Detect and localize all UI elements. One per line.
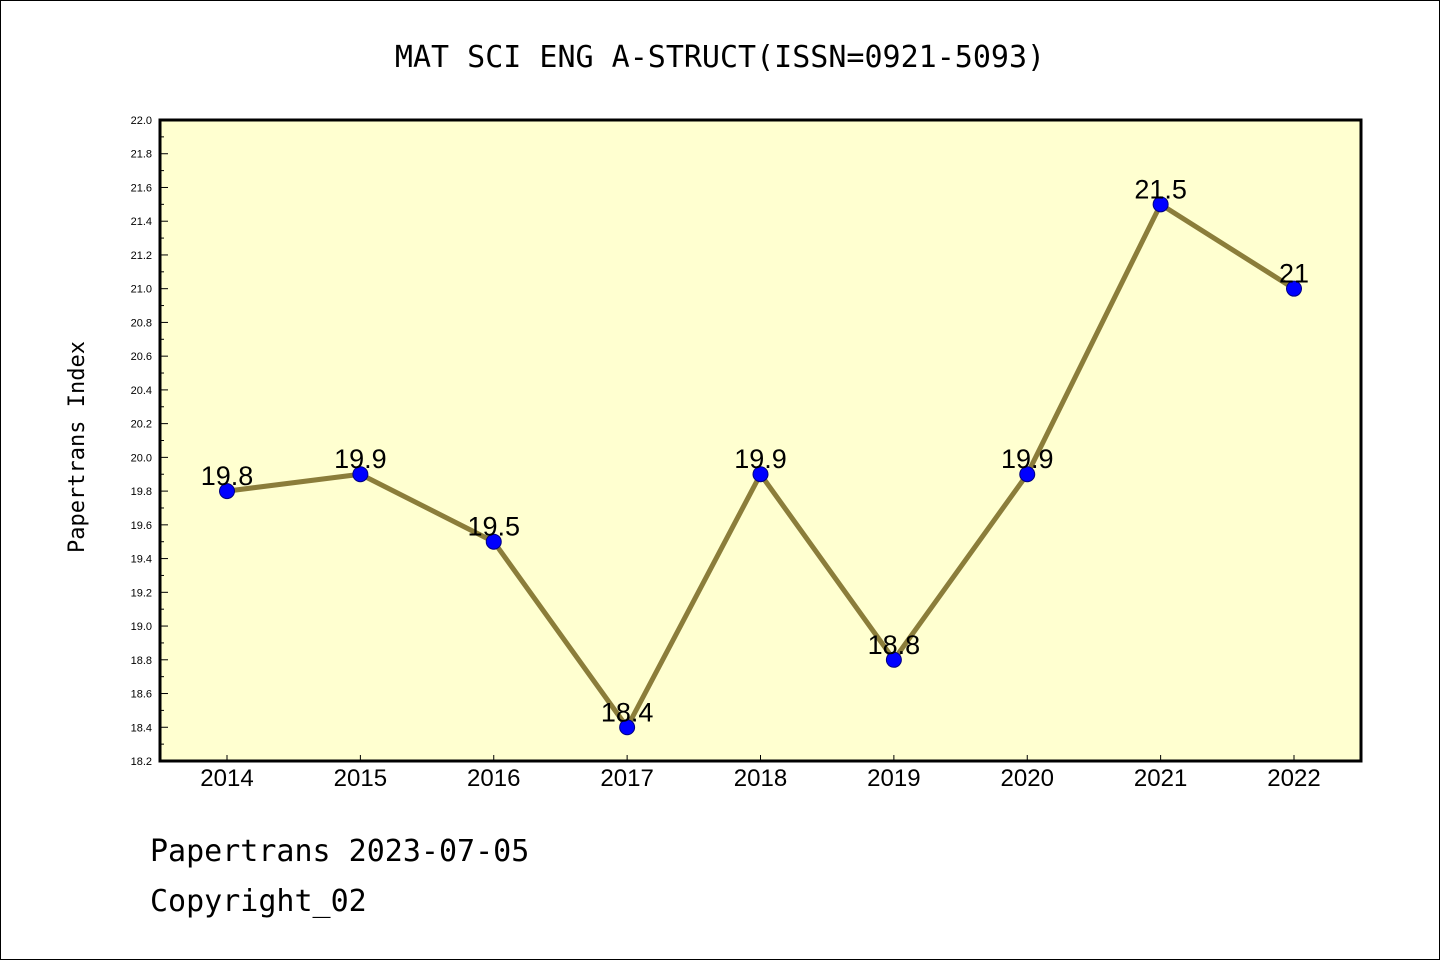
data-point-marker — [485, 533, 502, 550]
x-tick-label: 2014 — [200, 765, 253, 792]
x-tick-label: 2018 — [734, 765, 787, 792]
data-label: 18.4 — [601, 697, 654, 727]
x-tick-label: 2022 — [1267, 765, 1320, 792]
y-tick-label: 21.4 — [131, 216, 152, 228]
y-tick-label: 18.4 — [131, 722, 152, 734]
y-tick-label: 19.0 — [131, 621, 152, 633]
data-labels-group: 19.8 19.9 19.5 18.4 19.9 18.8 19.9 21.5 21 — [201, 174, 1309, 727]
chart-title: MAT SCI ENG A-STRUCT(ISSN=0921-5093) — [395, 40, 1045, 75]
data-point-marker — [1286, 280, 1302, 297]
x-tick-label: 2020 — [1001, 765, 1054, 792]
y-axis: 18.2 18.4 18.6 18.8 19.0 19.2 19.4 19.6 19.8 20.0… — [131, 115, 168, 768]
y-tick-label: 19.8 — [131, 486, 152, 498]
y-tick-label: 21.2 — [131, 250, 152, 262]
y-axis-label: Papertrans Index — [65, 341, 90, 553]
x-tick-label: 2021 — [1134, 765, 1187, 792]
series-group — [219, 196, 1302, 736]
footer-copyright: Copyright_02 — [150, 884, 367, 919]
x-axis: 2014 2015 2016 2017 2018 2019 2020 2021 2022 — [200, 755, 1321, 792]
y-tick-label: 20.4 — [131, 385, 152, 397]
y-tick-label: 21.0 — [131, 284, 152, 296]
data-point-marker — [752, 466, 769, 483]
data-label: 19.8 — [201, 461, 254, 491]
data-label: 19.9 — [1001, 444, 1054, 474]
y-tick-label: 18.2 — [131, 756, 152, 768]
data-point-marker — [1152, 196, 1169, 213]
y-tick-label: 20.0 — [131, 452, 152, 464]
y-tick-label: 18.8 — [131, 655, 152, 667]
data-point-marker — [885, 651, 902, 668]
data-point-marker — [219, 483, 235, 500]
plot-area — [158, 118, 1363, 763]
data-label: 19.9 — [334, 444, 387, 474]
data-point-marker — [1019, 466, 1036, 483]
y-tick-label: 20.8 — [131, 317, 152, 329]
y-tick-label: 20.6 — [131, 351, 152, 363]
data-label: 21 — [1279, 259, 1309, 289]
x-tick-label: 2017 — [600, 765, 653, 792]
y-tick-label: 21.6 — [131, 182, 152, 194]
y-tick-label: 19.6 — [131, 520, 152, 532]
y-tick-label: 18.6 — [131, 689, 152, 701]
y-tick-label: 19.4 — [131, 554, 152, 566]
data-label: 19.5 — [467, 512, 520, 542]
y-tick-label: 20.2 — [131, 419, 152, 431]
y-tick-label: 22.0 — [131, 115, 152, 127]
data-label: 19.9 — [734, 444, 787, 474]
footer-date: Papertrans 2023-07-05 — [150, 834, 530, 869]
data-label: 18.8 — [868, 630, 921, 660]
data-point-marker — [619, 719, 636, 736]
x-tick-label: 2019 — [867, 765, 920, 792]
x-tick-label: 2015 — [334, 765, 387, 792]
x-tick-label: 2016 — [467, 765, 520, 792]
y-tick-label: 21.8 — [131, 149, 152, 161]
data-label: 21.5 — [1134, 174, 1187, 204]
y-tick-label: 19.2 — [131, 587, 152, 599]
data-point-marker — [352, 466, 369, 483]
